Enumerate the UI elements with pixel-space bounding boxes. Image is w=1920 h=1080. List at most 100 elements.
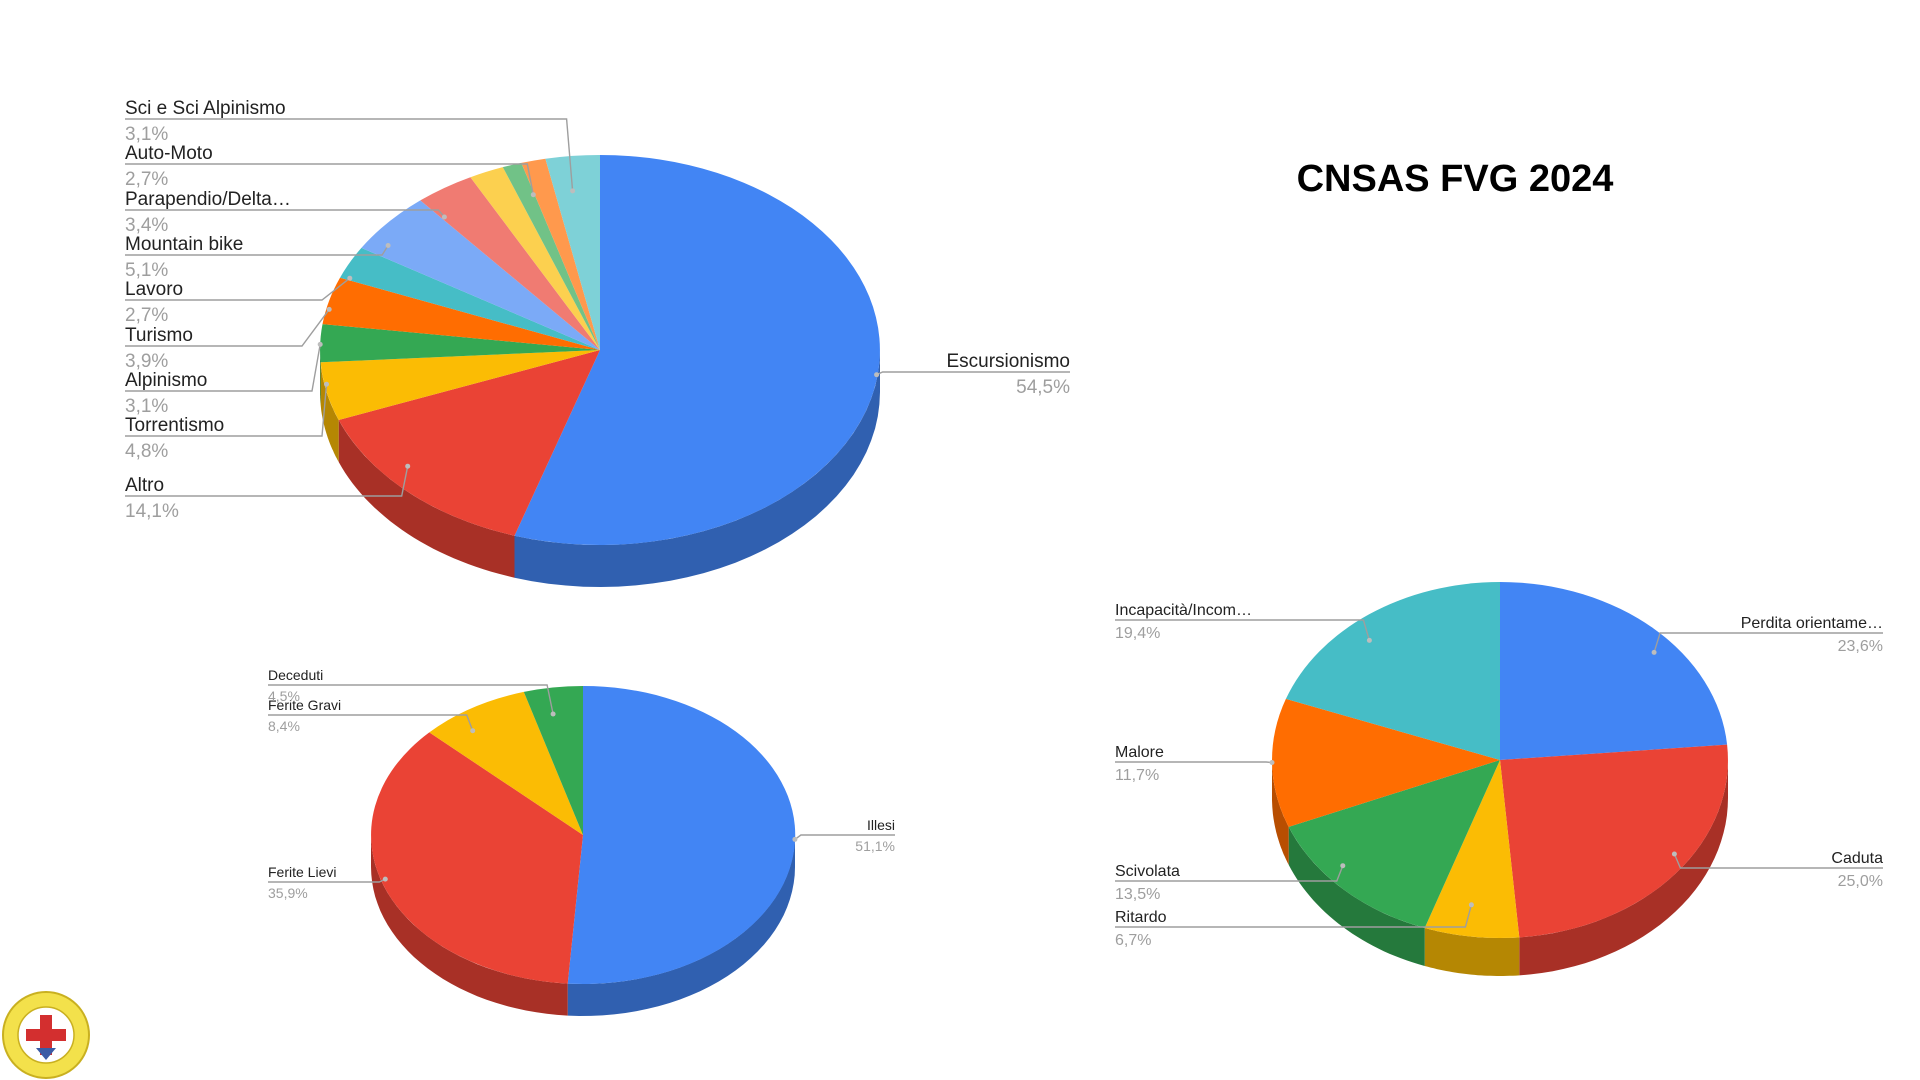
slice-percent: 3,1%: [125, 396, 168, 417]
slice-label: Incapacità/Incom…: [1115, 602, 1252, 619]
slice-label: Escursionismo: [946, 351, 1070, 372]
slice-label: Torrentismo: [125, 415, 224, 436]
leader-line: [125, 209, 445, 218]
leader-dot: [324, 381, 329, 387]
leader-line: [268, 684, 554, 715]
pie-slice: [470, 167, 600, 350]
leader-dot: [570, 188, 576, 194]
leader-dot: [1671, 851, 1677, 857]
slice-label: Lavoro: [125, 279, 183, 300]
slice-label: Scivolata: [1115, 863, 1180, 880]
leader-dot: [1340, 863, 1346, 869]
slice-label: Sci e Sci Alpinismo: [125, 98, 286, 119]
pie-side-wall: [567, 835, 795, 1016]
leader-dot: [385, 243, 391, 248]
slice-label: Ritardo: [1115, 909, 1167, 926]
slice-percent: 19,4%: [1115, 625, 1160, 642]
slice-percent: 4,8%: [125, 441, 168, 462]
leader-dot: [405, 463, 411, 469]
slice-percent: 54,5%: [1016, 377, 1070, 398]
pie-side-wall: [320, 350, 321, 405]
pie-slice: [420, 177, 600, 350]
slice-label: Perdita orientame…: [1741, 615, 1883, 632]
slice-percent: 8,4%: [268, 718, 300, 734]
leader-line: [125, 344, 321, 392]
pie-slice: [371, 732, 583, 984]
leader-dot: [530, 192, 536, 198]
leader-dot: [1651, 649, 1657, 655]
pie-side-wall: [371, 835, 568, 1016]
slice-percent: 6,7%: [1115, 932, 1151, 949]
leader-dot: [317, 341, 323, 347]
leader-line: [1673, 853, 1883, 869]
slice-percent: 23,6%: [1838, 638, 1883, 655]
slice-label: Turismo: [125, 325, 193, 346]
leader-line: [125, 245, 389, 256]
leader-dot: [1366, 637, 1372, 643]
pie-slice: [523, 685, 583, 835]
pie-slice: [429, 691, 583, 835]
leader-dot: [792, 836, 798, 842]
slice-percent: 3,1%: [125, 124, 168, 145]
leader-dot: [326, 306, 332, 312]
leader-dot: [550, 711, 556, 717]
pie-slice: [514, 155, 880, 545]
pie-chart-causes: Perdita orientame… 23,6% Caduta 25,0% Ritard…: [1115, 582, 1883, 976]
leader-dot: [382, 876, 388, 882]
pie-slice: [545, 154, 600, 350]
slice-label: Malore: [1115, 744, 1164, 761]
slice-percent: 5,1%: [125, 260, 168, 281]
slice-label: Ferite Lievi: [268, 864, 336, 880]
leader-line: [876, 371, 1070, 376]
leader-dot: [470, 728, 476, 734]
leader-line: [1653, 632, 1883, 653]
slice-label: Caduta: [1831, 850, 1883, 867]
pie-side-wall: [1424, 928, 1520, 976]
pie-side-wall: [338, 420, 515, 578]
slice-label: Parapendio/Delta…: [125, 189, 291, 210]
slice-percent: 2,7%: [125, 305, 168, 326]
pie-slice: [1500, 744, 1728, 938]
pie-slice: [340, 247, 600, 350]
slice-label: Deceduti: [268, 667, 323, 683]
pie-slice: [1285, 582, 1500, 760]
pie-side-wall: [320, 362, 339, 462]
cnsas-logo: [2, 991, 90, 1079]
pie-side-wall: [1288, 826, 1425, 966]
slice-label: Auto-Moto: [125, 143, 213, 164]
pie-chart-activities: Escursionismo 54,5% Altro 14,1% Torrentismo 4…: [125, 98, 1070, 587]
pie-side-wall: [1272, 760, 1289, 865]
slice-percent: 3,4%: [125, 215, 168, 236]
slice-percent: 2,7%: [125, 169, 168, 190]
slice-percent: 11,7%: [1115, 767, 1159, 784]
slice-percent: 3,9%: [125, 351, 168, 372]
leader-line: [125, 118, 574, 191]
leader-dot: [347, 275, 353, 281]
pie-slice: [338, 350, 600, 536]
slice-percent: 4,5%: [268, 688, 300, 704]
leader-line: [1115, 865, 1344, 882]
leader-dot: [1269, 760, 1275, 765]
leader-line: [125, 163, 534, 195]
pie-slice: [1500, 582, 1728, 760]
leader-line: [125, 308, 330, 347]
leader-line: [125, 466, 409, 497]
slice-percent: 14,1%: [125, 501, 179, 522]
slice-label: Illesi: [867, 817, 895, 833]
pie-slice: [1424, 760, 1520, 939]
pie-slice: [1272, 698, 1500, 827]
slice-label: Ferite Gravi: [268, 697, 341, 713]
leader-dot: [441, 214, 447, 220]
leader-dot: [874, 372, 880, 378]
slice-percent: 13,5%: [1115, 886, 1160, 903]
leader-line: [268, 714, 474, 731]
pie-slice: [1288, 760, 1500, 928]
leader-line: [1115, 761, 1273, 764]
pie-slice: [320, 324, 600, 363]
pie-slice: [567, 685, 796, 984]
slice-percent: 25,0%: [1838, 873, 1883, 890]
page-title: CNSAS FVG 2024: [1296, 158, 1614, 200]
pie-chart-outcomes: Illesi 51,1% Ferite Lievi 35,9% Ferite Gravi…: [268, 667, 895, 1016]
pie-slice: [320, 350, 600, 420]
